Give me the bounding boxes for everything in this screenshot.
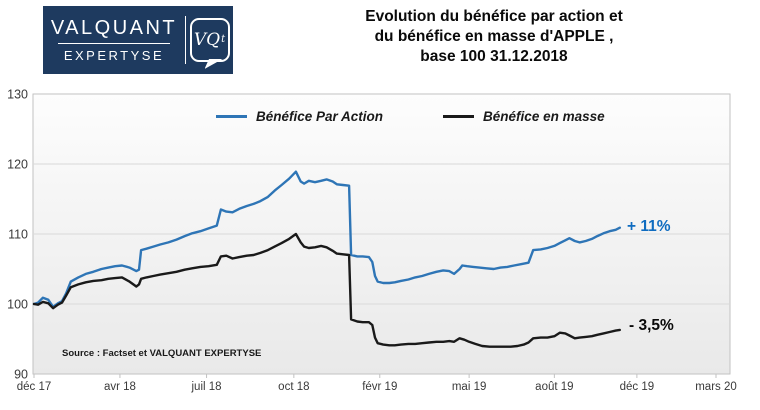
legend-item-benefice-en-masse: Bénéfice en masse — [443, 109, 605, 124]
legend-item-benefice-par-action: Bénéfice Par Action — [216, 109, 383, 124]
legend-label: Bénéfice Par Action — [256, 109, 384, 124]
svg-text:juil 18: juil 18 — [191, 381, 222, 393]
svg-text:mars 20: mars 20 — [695, 381, 737, 393]
chart-legend: Bénéfice Par Action Bénéfice en masse — [216, 109, 605, 124]
svg-text:90: 90 — [14, 368, 28, 382]
chart-title: Evolution du bénéfice par action et du b… — [320, 7, 668, 67]
source-note: Source : Factset et VALQUANT EXPERTYSE — [62, 348, 262, 359]
svg-text:févr 19: févr 19 — [362, 381, 397, 393]
emblem-letters: VQ — [193, 30, 221, 50]
blue-line-swatch-icon — [216, 115, 247, 118]
logo-vertical-divider — [185, 16, 186, 64]
svg-text:100: 100 — [7, 298, 28, 312]
svg-text:mai 19: mai 19 — [452, 381, 487, 393]
svg-text:avr 18: avr 18 — [104, 381, 136, 393]
valquant-logo: VALQUANT EXPERTYSE VQ t — [43, 6, 233, 74]
vqt-emblem-icon: VQ t — [189, 18, 230, 69]
logo-emblem-wrap: VQ t — [186, 18, 233, 69]
black-line-swatch-icon — [443, 115, 475, 118]
svg-text:110: 110 — [8, 228, 28, 242]
annotation-black-series-end: - 3,5% — [629, 317, 674, 334]
svg-text:oct 18: oct 18 — [278, 381, 309, 393]
logo-divider-line — [58, 43, 170, 44]
speech-bubble-tail-icon — [204, 59, 223, 69]
chart-title-line1: Evolution du bénéfice par action et — [365, 8, 623, 25]
logo-brand-name: VALQUANT — [50, 17, 178, 39]
logo-brand-subname: EXPERTYSE — [63, 48, 165, 63]
logo-text-block: VALQUANT EXPERTYSE — [43, 17, 185, 63]
chart-title-line2: du bénéfice en masse d'APPLE , — [374, 28, 614, 45]
svg-text:130: 130 — [7, 88, 28, 102]
svg-text:120: 120 — [7, 158, 28, 172]
svg-text:août 19: août 19 — [535, 381, 573, 393]
svg-text:déc 19: déc 19 — [620, 381, 655, 393]
svg-text:déc 17: déc 17 — [17, 381, 52, 393]
legend-label: Bénéfice en masse — [483, 109, 605, 124]
chart-title-line3: base 100 31.12.2018 — [420, 48, 568, 65]
annotation-blue-series-end: + 11% — [627, 218, 671, 235]
